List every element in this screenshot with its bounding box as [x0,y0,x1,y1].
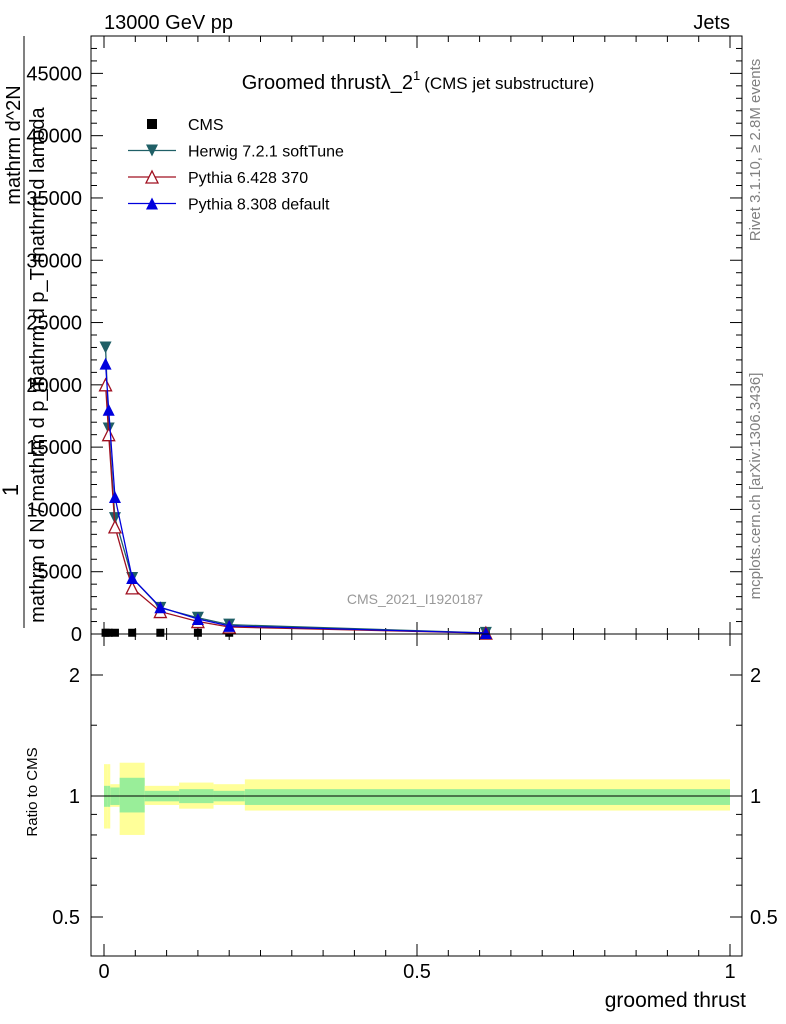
plot-title: Groomed thrustλ_21 (CMS jet substructure) [242,68,594,94]
y-tick-label: 45000 [26,63,82,85]
ratio-y-tick-label: 0.5 [52,907,80,929]
legend-marker [146,197,158,210]
ylabel-prefix-numerator: 1 [0,484,23,496]
series-3-point [108,490,121,503]
energy-label: 13000 GeV pp [104,12,233,34]
ratio-y-tick-label-right: 1 [750,786,761,808]
ratio-y-axis: 0.5 0.5 1 1 2 2 [52,665,778,929]
ratio-y-axis-label: Ratio to CMS [24,747,41,836]
series-0-point [156,628,165,637]
y-tick-label: 35000 [26,188,82,210]
ratio-inner-band [244,789,730,805]
series-3-point [223,619,236,632]
ratio-y-tick-label: 1 [69,786,80,808]
series-0-point [110,628,119,637]
series-2-point [125,580,140,595]
plot-title-superscript: 1 [413,68,420,83]
series-3-point [479,627,492,640]
ylabel-prefix-denominator: mathrm d N / mathrm d p_T [27,377,49,623]
ratio-x-axis: 0 0.5 1 [98,634,736,983]
main-series-layer [98,341,493,640]
rivet-version-label: Rivet 3.1.10, ≥ 2.8M events [747,59,764,242]
legend-label: Herwig 7.2.1 softTune [188,144,344,161]
ylabel-numerator: mathrm d^2N [3,85,25,204]
y-tick-label: 10000 [26,499,82,521]
series-3-point [102,403,115,416]
legend-marker [144,169,160,184]
series-2-point [98,377,113,392]
ratio-inner-band [119,777,145,813]
y-tick-label: 40000 [26,126,82,148]
x-tick-label: 0.5 [403,961,431,983]
main-y-axis: 0 5000 10000 15000 20000 25000 30000 35000 40000… [26,35,742,646]
series-2-line [104,384,486,634]
y-tick-label: 5000 [38,562,83,584]
legend-marker [147,119,157,129]
series-3-point [99,357,112,370]
series-3 [99,357,492,640]
series-3-point [126,571,139,584]
ratio-y-tick-label-right: 0.5 [750,907,778,929]
ratio-bands-layer [104,762,730,835]
mcplots-label: mcplots.cern.ch [arXiv:1306.3436] [747,373,764,600]
y-tick-label: 30000 [26,250,82,272]
ylabel-denominator: mathrm d p_T mathrm d lambda [27,106,49,392]
y-tick-label: 15000 [26,437,82,459]
ratio-y-tick-label: 2 [69,665,80,687]
legend: CMS Herwig 7.2.1 softTune Pythia 6.428 370… [128,117,344,214]
y-tick-label: 0 [71,624,82,646]
series-0 [101,628,490,638]
series-0-point [104,628,113,637]
y-tick-label: 20000 [26,375,82,397]
plot-subtitle: (CMS jet substructure) [424,74,594,93]
series-2-point [101,427,116,442]
category-label: Jets [693,12,730,34]
y-tick-label: 25000 [26,313,82,335]
legend-label: Pythia 8.308 default [188,197,330,214]
legend-label: Pythia 6.428 370 [188,170,308,187]
series-3-line [104,363,486,634]
series-0-point [193,628,202,637]
x-tick-label: 1 [724,961,735,983]
legend-label: CMS [188,117,224,134]
series-3-point [154,601,167,614]
series-2-point [107,519,123,534]
series-0-point [128,628,137,637]
series-3-point [191,613,204,626]
main-y-axis-label: mathrm d^2N mathrm d p_T mathrm d lambda… [0,36,49,628]
x-tick-label: 0 [98,961,109,983]
legend-marker [146,144,158,157]
plot-title-main: Groomed thrustλ_2 [242,72,413,94]
series-1-point [99,341,112,354]
x-axis-label: groomed thrust [605,989,746,1012]
analysis-id-label: CMS_2021_I1920187 [347,591,483,607]
ratio-y-tick-label-right: 2 [750,665,761,687]
